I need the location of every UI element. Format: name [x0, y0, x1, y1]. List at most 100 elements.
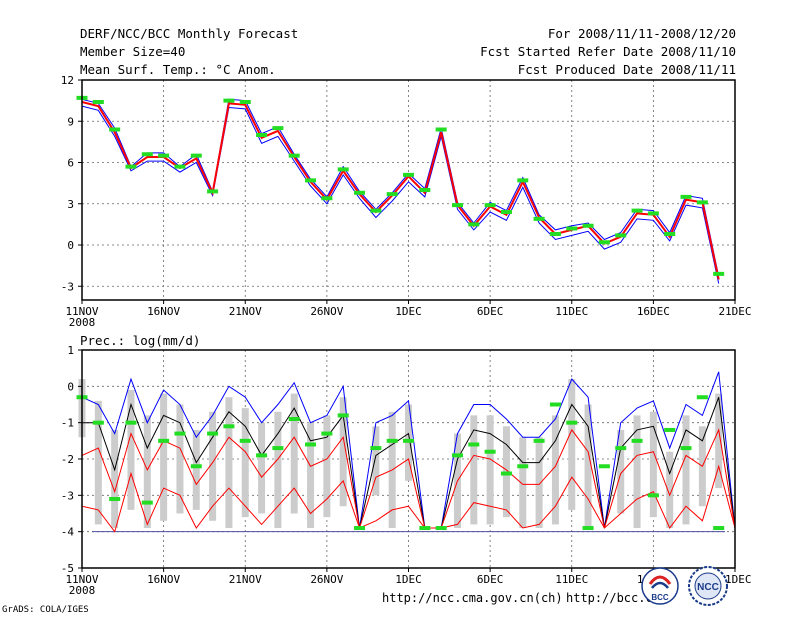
spread-bar: [568, 379, 576, 510]
observed-marker: [598, 240, 610, 245]
observed-marker: [664, 427, 676, 432]
observed-marker: [435, 127, 447, 132]
observed-marker: [370, 208, 382, 213]
x-tick-label: 6DEC: [477, 305, 504, 318]
x-tick-label: 11NOV: [65, 573, 98, 586]
spread-bar: [617, 429, 625, 514]
observed-marker: [321, 196, 333, 201]
observed-marker: [321, 431, 333, 436]
observed-marker: [190, 153, 202, 158]
observed-marker: [223, 98, 235, 103]
observed-marker: [207, 431, 219, 436]
observed-marker: [451, 453, 463, 458]
observed-marker: [598, 464, 610, 469]
spread-bar: [682, 415, 690, 525]
observed-marker: [468, 222, 480, 227]
bcc-link[interactable]: http://bcc.c: [566, 591, 653, 605]
y-tick-label: -5: [61, 562, 74, 575]
observed-marker: [566, 420, 578, 425]
observed-marker: [288, 153, 300, 158]
x-tick-label: 11DEC: [555, 305, 588, 318]
ncc-link[interactable]: http://ncc.cma.gov.cn(ch): [382, 591, 563, 605]
observed-marker: [370, 446, 382, 451]
observed-marker: [500, 210, 512, 214]
spread-bar: [160, 393, 168, 521]
observed-marker: [647, 493, 659, 498]
x-tick-label: 21NOV: [229, 305, 262, 318]
spread-bar: [486, 415, 494, 525]
start-ref-date: Fcst Started Refer Date 2008/11/10: [480, 44, 736, 59]
observed-marker: [484, 203, 496, 208]
observed-marker: [337, 167, 349, 172]
spread-bar: [633, 415, 641, 529]
observed-marker: [239, 100, 251, 104]
observed-marker: [631, 208, 643, 213]
grads-credit: GrADS: COLA/IGES: [2, 605, 89, 615]
spread-bar: [551, 415, 559, 525]
spread-bar: [666, 451, 674, 529]
observed-marker: [549, 232, 561, 236]
observed-marker: [92, 420, 104, 425]
observed-marker: [419, 188, 431, 192]
x-tick-label: 21NOV: [229, 573, 262, 586]
spread-bar: [258, 422, 266, 514]
y-tick-label: 12: [61, 74, 74, 87]
observed-marker: [337, 413, 349, 418]
observed-marker: [190, 464, 202, 469]
observed-marker: [256, 133, 268, 137]
x-tick-label: 6DEC: [477, 573, 504, 586]
observed-marker: [288, 417, 300, 422]
spread-bar: [519, 437, 527, 529]
x-tick-year: 2008: [69, 316, 96, 329]
spread-bar: [290, 393, 298, 514]
series-line-lowest: [81, 464, 736, 533]
observed-marker: [500, 471, 512, 476]
observed-marker: [141, 500, 153, 505]
y-tick-label: -2: [61, 453, 74, 466]
y-tick-label: -3: [61, 280, 74, 293]
observed-marker: [435, 526, 447, 531]
spread-bar: [323, 415, 331, 518]
spread-bar: [274, 411, 282, 529]
forecast-period: For 2008/11/11-2008/12/20: [547, 26, 736, 41]
series-line-member-min: [81, 105, 720, 284]
y-tick-label: 9: [67, 115, 74, 128]
observed-marker: [647, 211, 659, 216]
observed-marker: [451, 203, 463, 208]
x-tick-label: 11NOV: [65, 305, 98, 318]
temp-variable-label: Mean Surf. Temp.: °C Anom.: [80, 62, 276, 77]
chart-title: DERF/NCC/BCC Monthly Forecast: [80, 26, 299, 41]
x-tick-label: 21DEC: [718, 305, 751, 318]
observed-marker: [158, 438, 170, 443]
spread-bar: [649, 411, 657, 518]
observed-marker: [582, 223, 594, 228]
observed-marker: [125, 420, 137, 425]
logos: BCC NCC: [641, 566, 728, 606]
x-tick-label: 1DEC: [395, 573, 422, 586]
series-line-member-max: [81, 98, 720, 277]
y-tick-label: -4: [61, 526, 75, 539]
x-tick-label: 11DEC: [555, 573, 588, 586]
observed-marker: [239, 438, 251, 443]
observed-marker: [533, 438, 545, 443]
produced-date: Fcst Produced Date 2008/11/11: [517, 62, 736, 77]
observed-marker: [141, 152, 153, 157]
bcc-logo-text: BCC: [651, 593, 669, 602]
spread-bar: [241, 408, 249, 518]
observed-marker: [680, 194, 692, 199]
observed-marker: [696, 200, 708, 205]
spread-bar: [372, 426, 380, 496]
observed-marker: [615, 446, 627, 451]
x-tick-label: 16NOV: [147, 573, 180, 586]
observed-marker: [517, 178, 529, 183]
ncc-logo-text: NCC: [697, 582, 719, 593]
observed-marker: [386, 192, 398, 197]
observed-marker: [549, 402, 561, 407]
spread-bar: [225, 397, 233, 529]
observed-marker: [582, 526, 594, 531]
spread-bar: [535, 437, 543, 529]
observed-marker: [109, 496, 121, 501]
observed-marker: [403, 172, 414, 177]
